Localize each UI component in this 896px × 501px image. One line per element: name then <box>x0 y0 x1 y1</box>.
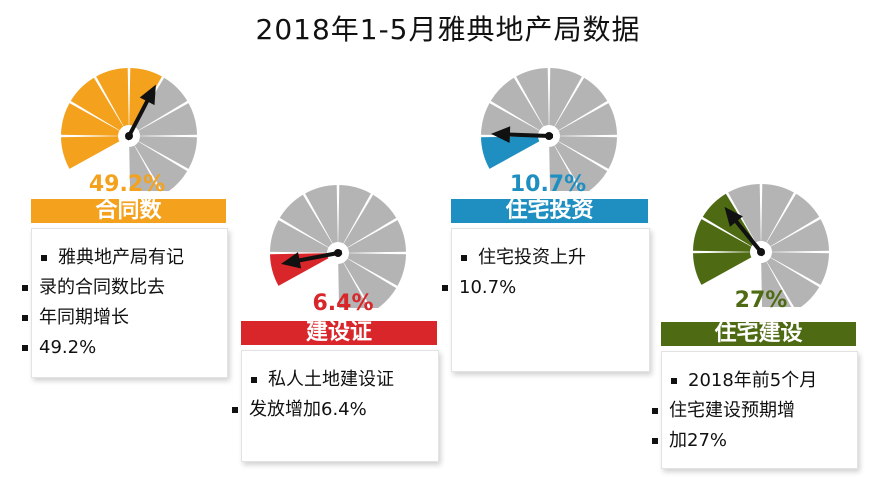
gauge-segment-empty <box>341 194 397 250</box>
gauge-segment-filled <box>693 219 755 252</box>
gauge-segment-empty <box>344 253 406 286</box>
gauge-segment-empty <box>305 185 338 247</box>
gauge-segment-filled <box>96 68 129 130</box>
gauge-segment-empty <box>516 68 549 130</box>
gauge-segment-filled <box>481 136 543 169</box>
gauge-segment-empty <box>135 136 197 169</box>
gauge-segment-empty <box>132 139 188 191</box>
gauge-segment-empty <box>129 142 160 191</box>
gauge-segment-empty <box>767 219 829 252</box>
gauge-investment <box>481 68 617 191</box>
card-contracts-line: 雅典地产局有记 <box>41 243 219 273</box>
card-construction-line: 住宅建设预期增 <box>652 396 849 426</box>
gauge-contracts <box>61 68 197 191</box>
card-investment-line: 10.7% <box>442 273 641 303</box>
card-permits: 私人土地建设证 发放增加6.4% <box>232 350 439 462</box>
card-contracts-line: 49.2% <box>22 333 219 363</box>
card-contracts: 雅典地产局有记 录的合同数比去 年同期增长 49.2% <box>22 228 228 378</box>
gauge-segment-empty <box>132 77 188 133</box>
gauge-construction-value: 27% <box>734 288 788 313</box>
banner-construction: 住宅建设 <box>661 322 856 346</box>
gauge-segment-empty <box>764 255 820 307</box>
gauge-segment-empty <box>555 103 617 136</box>
gauge-segment-empty <box>490 77 546 133</box>
gauge-segment-empty <box>549 68 582 130</box>
gauge-pivot <box>125 132 133 140</box>
gauge-needle-head <box>139 84 156 106</box>
gauge-needle-head <box>724 206 743 227</box>
gauge-segment-empty <box>552 77 608 133</box>
gauge-investment-value: 10.7% <box>509 172 587 197</box>
gauge-segment-empty <box>341 256 397 308</box>
gauge-segment-empty <box>338 259 369 308</box>
gauge-segment-empty <box>764 193 820 249</box>
gauge-segment-empty <box>728 184 761 246</box>
gauge-segment-empty <box>555 136 617 169</box>
gauge-segment-empty <box>552 139 608 191</box>
banner-permits: 建设证 <box>241 321 437 345</box>
card-contracts-line: 年同期增长 <box>22 303 219 333</box>
gauge-pivot <box>757 248 765 256</box>
gauge-segment-empty <box>767 252 829 285</box>
gauge-pivot <box>545 132 553 140</box>
gauge-needle-head <box>491 126 511 143</box>
gauge-segment-empty <box>135 103 197 136</box>
page-title: 2018年1-5月雅典地产局数据 <box>255 13 641 46</box>
gauge-construction <box>693 184 829 307</box>
card-construction-line: 加27% <box>652 426 849 456</box>
gauge-segment-empty <box>270 220 332 253</box>
gauge-permits-value: 6.4% <box>312 291 374 316</box>
card-permits-line: 私人土地建设证 <box>251 365 430 395</box>
gauge-segment-empty <box>279 194 335 250</box>
card-construction: 2018年前5个月 住宅建设预期增 加27% <box>652 351 858 469</box>
gauge-segment-empty <box>344 220 406 253</box>
gauge-pivot <box>334 249 342 257</box>
banner-investment: 住宅投资 <box>451 199 648 223</box>
gauge-segment-empty <box>549 142 580 191</box>
gauge-segment-empty <box>761 258 792 307</box>
gauge-segment-empty <box>338 185 371 247</box>
gauge-segment-empty <box>761 184 794 246</box>
gauge-segment-filled <box>70 77 126 133</box>
gauge-segment-filled <box>693 252 755 285</box>
gauge-contracts-value: 49.2% <box>88 172 166 197</box>
gauge-permits <box>270 185 406 308</box>
card-contracts-line: 录的合同数比去 <box>22 273 219 303</box>
gauge-segment-empty <box>481 103 543 136</box>
card-permits-line: 发放增加6.4% <box>232 395 430 425</box>
card-investment-line: 住宅投资上升 <box>461 243 641 273</box>
card-investment: 住宅投资上升 10.7% <box>442 228 650 372</box>
gauge-needle-head <box>281 252 302 269</box>
banner-contracts: 合同数 <box>31 199 226 223</box>
card-construction-line: 2018年前5个月 <box>671 366 849 396</box>
gauge-segment-filled <box>61 103 123 136</box>
gauge-segment-filled <box>61 136 123 169</box>
